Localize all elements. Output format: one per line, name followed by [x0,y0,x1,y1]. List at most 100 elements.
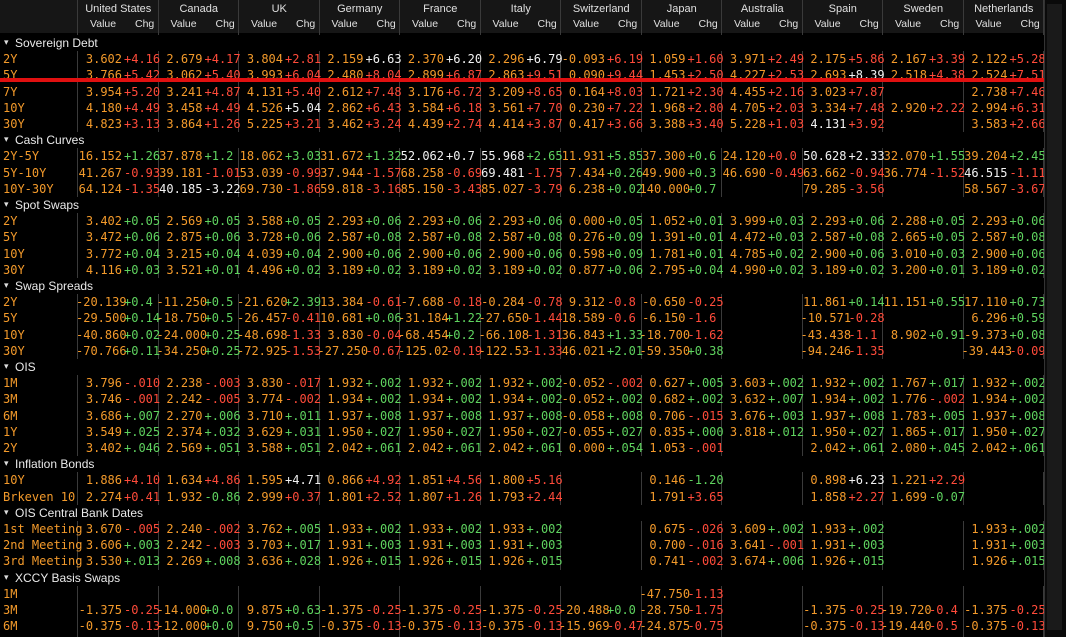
cell-change[interactable]: +.015 [446,554,483,569]
cell-change[interactable]: +.051 [204,441,241,455]
cell-change[interactable]: +0.06 [1009,246,1046,261]
cell-change[interactable]: +1.2 [204,149,234,164]
cell-value[interactable]: 36.843 [561,327,605,342]
cell-value[interactable]: 3.629 [246,424,283,439]
cell-change[interactable]: +1.60 [687,52,724,67]
cell-change[interactable]: +0.4 [124,295,153,310]
country-header-spain[interactable]: Spain [828,3,857,15]
cell-value[interactable]: -0.375 [803,619,847,634]
cell-change[interactable]: -0.28 [848,311,885,326]
cell-change[interactable]: +1.26 [446,489,483,504]
cell-value[interactable]: 4.785 [729,246,766,261]
cell-value[interactable]: 41.267 [78,165,122,180]
cell-change[interactable]: -0.13 [365,619,402,634]
cell-change[interactable]: +0.0 [607,603,636,617]
cell-change[interactable]: +0.02 [446,262,483,277]
cell-change[interactable]: -0.07 [929,489,966,504]
cell-change[interactable]: +0.09 [607,230,644,245]
cell-change[interactable]: +1.03 [768,117,805,131]
cell-value[interactable]: 3.641 [729,538,766,553]
cell-value[interactable]: 3.710 [246,408,283,423]
cell-value[interactable]: 1.933 [407,522,444,536]
cell-change[interactable]: +.017 [285,538,322,553]
cell-value[interactable]: 1.865 [890,424,927,439]
cell-change[interactable]: +0.02 [848,262,885,277]
cell-change[interactable]: -0.25 [848,603,885,617]
cell-value[interactable]: 69.481 [481,165,525,180]
cell-value[interactable]: 1.721 [649,84,686,99]
cell-change[interactable]: +0.14 [124,311,161,326]
cell-value[interactable]: 9.875 [246,603,283,617]
cell-change[interactable]: +.027 [848,424,885,439]
cell-value[interactable]: -24.000 [156,327,208,342]
cell-value[interactable]: 4.414 [488,117,525,131]
cell-value[interactable]: 2.900 [407,246,444,261]
cell-value[interactable]: 3.402 [85,214,122,229]
cell-value[interactable]: 2.242 [166,392,203,407]
cell-change[interactable]: +4.49 [124,100,161,115]
cell-change[interactable]: +4.16 [124,52,161,67]
cell-value[interactable]: 3.999 [729,214,766,229]
cell-value[interactable]: 1.931 [971,538,1008,553]
cell-value[interactable]: 3.954 [85,84,122,99]
cell-change[interactable]: -0.67 [365,343,402,358]
cell-change[interactable]: -1.33 [285,327,322,342]
cell-value[interactable]: 1.932 [327,376,364,391]
row-label-2nd-meeting[interactable]: 2nd Meeting [3,538,83,553]
cell-change[interactable]: +2.66 [1009,117,1046,131]
cell-change[interactable]: +0.02 [285,262,322,277]
cell-change[interactable]: +.061 [848,441,885,455]
cell-value[interactable]: 1.926 [327,554,364,569]
cell-value[interactable]: 0.000 [568,441,605,455]
cell-change[interactable]: -0.8 [607,295,636,310]
cell-change[interactable]: +4.49 [204,100,241,115]
cell-value[interactable]: 2.862 [327,100,364,115]
cell-change[interactable]: +.031 [285,424,322,439]
cell-value[interactable]: 1.931 [407,538,444,553]
cell-change[interactable]: -0.41 [285,311,322,326]
cell-change[interactable]: +0.06 [848,246,885,261]
cell-change[interactable]: +0.5 [204,311,234,326]
row-label-2y[interactable]: 2Y [3,441,18,455]
cell-change[interactable]: +.011 [285,408,322,423]
section-spot-swaps[interactable]: ▾ Spot Swaps [0,197,1044,213]
cell-change[interactable]: +.008 [848,408,885,423]
cell-value[interactable]: -1.375 [320,603,364,617]
cell-value[interactable]: 31.672 [320,149,364,164]
cell-value[interactable]: 7.434 [568,165,605,180]
cell-value[interactable]: -7.688 [400,295,444,310]
cell-value[interactable]: 2.042 [488,441,525,455]
cell-change[interactable]: +0.08 [446,230,483,245]
cell-change[interactable]: +.017 [929,376,966,391]
cell-change[interactable]: +6.43 [365,100,402,115]
cell-change[interactable]: +0.59 [1009,311,1046,326]
cell-value[interactable]: 10.681 [320,311,364,326]
cell-change[interactable]: +6.23 [848,473,885,488]
cell-change[interactable]: +0.08 [365,230,402,245]
cell-value[interactable]: 1.776 [890,392,927,407]
cell-change[interactable]: +.008 [526,408,563,423]
cell-value[interactable]: 3.402 [85,441,122,455]
row-label-2y-5y[interactable]: 2Y-5Y [3,149,40,164]
cell-value[interactable]: 3.686 [85,408,122,423]
cell-value[interactable]: -21.620 [237,295,288,310]
cell-value[interactable]: 1.932 [971,376,1008,391]
cell-change[interactable]: +7.46 [1009,84,1046,99]
cell-change[interactable]: +3.66 [607,117,644,131]
cell-change[interactable]: -3.67 [1009,181,1046,196]
cell-value[interactable]: 2.240 [166,522,203,536]
cell-change[interactable]: +.015 [526,554,563,569]
cell-value[interactable]: 3.762 [246,522,283,536]
cell-value[interactable]: 0.835 [649,424,686,439]
cell-value[interactable]: 3.632 [729,392,766,407]
cell-change[interactable]: -0.09 [1009,343,1046,358]
cell-value[interactable]: 1.791 [649,489,686,504]
cell-change[interactable]: +1.55 [929,149,966,164]
cell-change[interactable]: +0.06 [526,214,563,229]
cell-value[interactable]: 2.900 [327,246,364,261]
cell-value[interactable]: 3.676 [729,408,766,423]
cell-value[interactable]: 3.603 [729,376,766,391]
cell-value[interactable]: -19.720 [881,603,932,617]
cell-change[interactable]: +0.25 [204,327,241,342]
cell-change[interactable]: +.005 [285,522,322,536]
